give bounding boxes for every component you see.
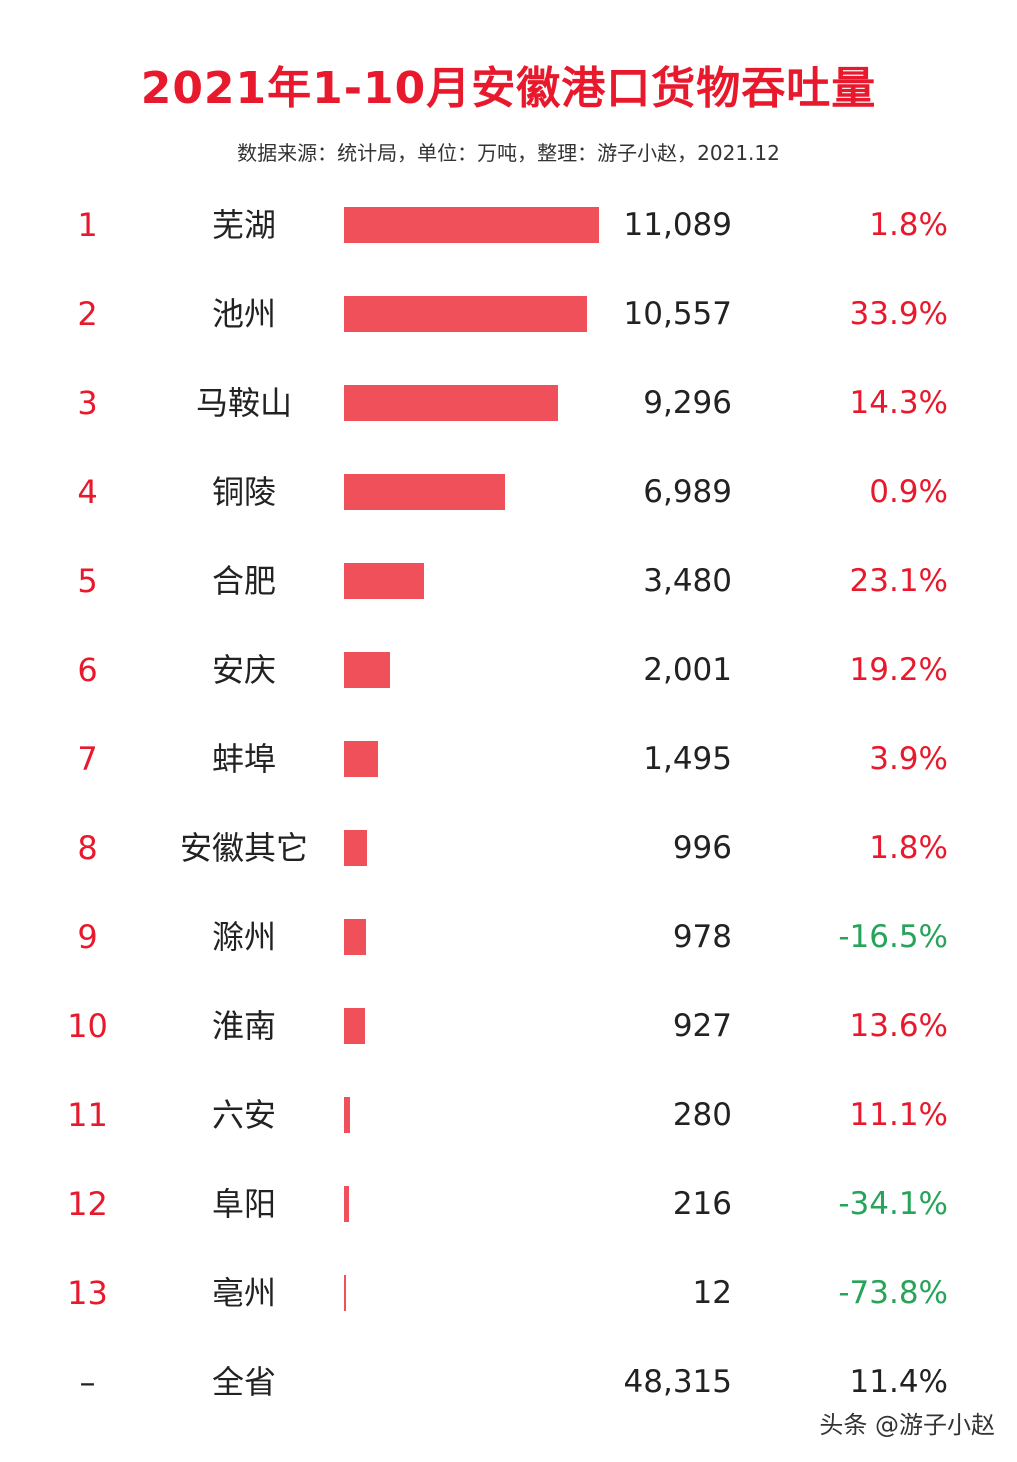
bar-track — [344, 640, 614, 700]
rank-label: 7 — [77, 740, 98, 778]
bar-track — [344, 996, 614, 1056]
city-label: 安庆 — [211, 651, 276, 689]
table-row: 7 蚌埠 1,495 3.9% — [0, 729, 1017, 789]
value-label: 10,557 — [623, 296, 732, 332]
rank-label: 5 — [77, 562, 98, 600]
rank-label: 12 — [67, 1185, 108, 1223]
city-label: 芜湖 — [211, 206, 276, 244]
total-rank: – — [79, 1363, 96, 1401]
growth-label: -34.1% — [838, 1186, 948, 1222]
bar-track — [344, 1263, 614, 1323]
bar — [344, 741, 379, 777]
city-label: 六安 — [211, 1096, 276, 1134]
bar-track — [344, 729, 614, 789]
bar — [344, 1008, 366, 1044]
rank-label: 2 — [77, 295, 98, 333]
rank-label: 4 — [77, 473, 98, 511]
rank-label: 3 — [77, 384, 98, 422]
growth-label: -73.8% — [838, 1275, 948, 1311]
rank-label: 10 — [67, 1007, 108, 1045]
table-row: 10 淮南 927 13.6% — [0, 996, 1017, 1056]
growth-label: -16.5% — [838, 919, 948, 955]
bar-track — [344, 195, 614, 255]
bar — [344, 474, 505, 510]
chart-subtitle: 数据来源：统计局，单位：万吨，整理：游子小赵，2021.12 — [237, 141, 780, 165]
city-label: 铜陵 — [211, 473, 276, 511]
bar — [344, 919, 367, 955]
total-city-label: 全省 — [211, 1363, 276, 1401]
bar-track — [344, 1174, 614, 1234]
rank-label: 9 — [77, 918, 98, 956]
bar — [344, 1275, 346, 1311]
city-label: 滁州 — [211, 918, 276, 956]
growth-label: 19.2% — [849, 652, 948, 688]
value-label: 2,001 — [643, 652, 732, 688]
city-label: 淮南 — [211, 1007, 276, 1045]
value-label: 280 — [672, 1097, 732, 1133]
table-row: 13 亳州 12 -73.8% — [0, 1263, 1017, 1323]
table-row: 8 安徽其它 996 1.8% — [0, 818, 1017, 878]
growth-label: 14.3% — [849, 385, 948, 421]
value-label: 6,989 — [643, 474, 732, 510]
bar-track — [344, 462, 614, 522]
bar-track — [344, 907, 614, 967]
city-label: 安徽其它 — [179, 829, 308, 867]
total-value: 48,315 — [623, 1364, 732, 1400]
city-label: 合肥 — [211, 562, 276, 600]
table-row: 4 铜陵 6,989 0.9% — [0, 462, 1017, 522]
growth-label: 1.8% — [869, 207, 948, 243]
bar — [344, 296, 587, 332]
rank-label: 8 — [77, 829, 98, 867]
watermark: 头条 @游子小赵 — [819, 1411, 995, 1439]
growth-label: 13.6% — [849, 1008, 948, 1044]
table-row: 11 六安 280 11.1% — [0, 1085, 1017, 1145]
total-row: – 全省 48,315 11.4% — [0, 1352, 1017, 1412]
city-label: 池州 — [211, 295, 276, 333]
city-label: 阜阳 — [211, 1185, 276, 1223]
bar — [344, 385, 558, 421]
city-label: 亳州 — [211, 1274, 276, 1312]
bar — [344, 563, 425, 599]
value-label: 3,480 — [643, 563, 732, 599]
bar — [344, 1097, 351, 1133]
growth-label: 33.9% — [849, 296, 948, 332]
total-growth: 11.4% — [849, 1364, 948, 1400]
value-label: 1,495 — [643, 741, 732, 777]
value-label: 11,089 — [623, 207, 732, 243]
rank-label: 11 — [67, 1096, 108, 1134]
growth-label: 1.8% — [869, 830, 948, 866]
bar — [344, 652, 390, 688]
rank-label: 13 — [67, 1274, 108, 1312]
city-label: 马鞍山 — [195, 384, 292, 422]
bar-track — [344, 551, 614, 611]
value-label: 216 — [672, 1186, 732, 1222]
growth-label: 23.1% — [849, 563, 948, 599]
rank-label: 1 — [77, 206, 98, 244]
growth-label: 3.9% — [869, 741, 948, 777]
growth-label: 11.1% — [849, 1097, 948, 1133]
rank-label: 6 — [77, 651, 98, 689]
bar-track — [344, 1085, 614, 1145]
bar — [344, 1186, 349, 1222]
table-row: 9 滁州 978 -16.5% — [0, 907, 1017, 967]
value-label: 996 — [672, 830, 732, 866]
value-label: 927 — [672, 1008, 732, 1044]
bar — [344, 830, 367, 866]
value-label: 978 — [672, 919, 732, 955]
value-label: 9,296 — [643, 385, 732, 421]
bar-track — [344, 818, 614, 878]
table-row: 5 合肥 3,480 23.1% — [0, 551, 1017, 611]
table-row: 1 芜湖 11,089 1.8% — [0, 195, 1017, 255]
table-row: 6 安庆 2,001 19.2% — [0, 640, 1017, 700]
bar-track — [344, 373, 614, 433]
bar-track — [344, 284, 614, 344]
table-row: 3 马鞍山 9,296 14.3% — [0, 373, 1017, 433]
value-label: 12 — [692, 1275, 732, 1311]
city-label: 蚌埠 — [211, 740, 276, 778]
bar — [344, 207, 599, 243]
growth-label: 0.9% — [869, 474, 948, 510]
table-row: 2 池州 10,557 33.9% — [0, 284, 1017, 344]
table-row: 12 阜阳 216 -34.1% — [0, 1174, 1017, 1234]
chart-title: 2021年1-10月安徽港口货物吞吐量 — [140, 63, 877, 114]
